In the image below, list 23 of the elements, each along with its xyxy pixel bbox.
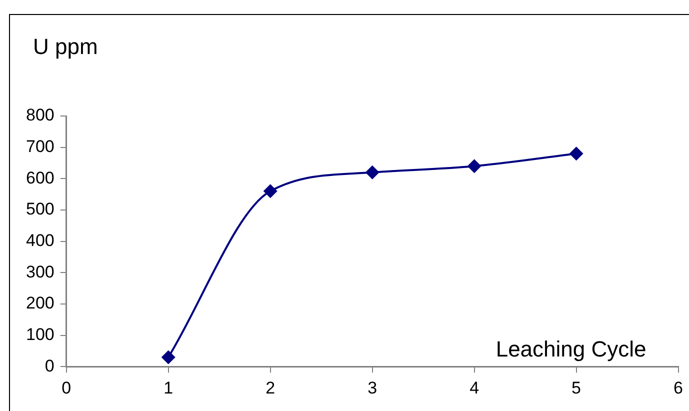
- x-tick-label: 2: [266, 378, 276, 398]
- y-tick-label: 0: [44, 356, 54, 376]
- point: [569, 146, 584, 161]
- y-tick-label: 400: [26, 230, 54, 250]
- point: [467, 159, 482, 174]
- point: [365, 165, 380, 180]
- x-tick-label: 0: [62, 378, 72, 398]
- y-tick-label: 200: [26, 294, 54, 313]
- x-tick-label: 1: [164, 378, 174, 398]
- y-axis-title: U ppm: [33, 34, 98, 59]
- y-tick-label: 700: [26, 137, 54, 156]
- point: [263, 184, 278, 198]
- y-tick-label: 500: [26, 200, 54, 219]
- y-tick-label: 100: [26, 324, 54, 344]
- x-tick-label: 4: [470, 378, 480, 398]
- y-tick-label: 800: [26, 106, 54, 125]
- y-tick-label: 600: [26, 168, 54, 188]
- x-axis-title: Leaching Cycle: [496, 336, 646, 362]
- point: [161, 350, 176, 364]
- x-tick-label: 5: [572, 378, 582, 398]
- y-tick-label: 300: [26, 262, 54, 282]
- x-tick-label: 6: [674, 378, 684, 398]
- x-tick-label: 3: [368, 378, 378, 398]
